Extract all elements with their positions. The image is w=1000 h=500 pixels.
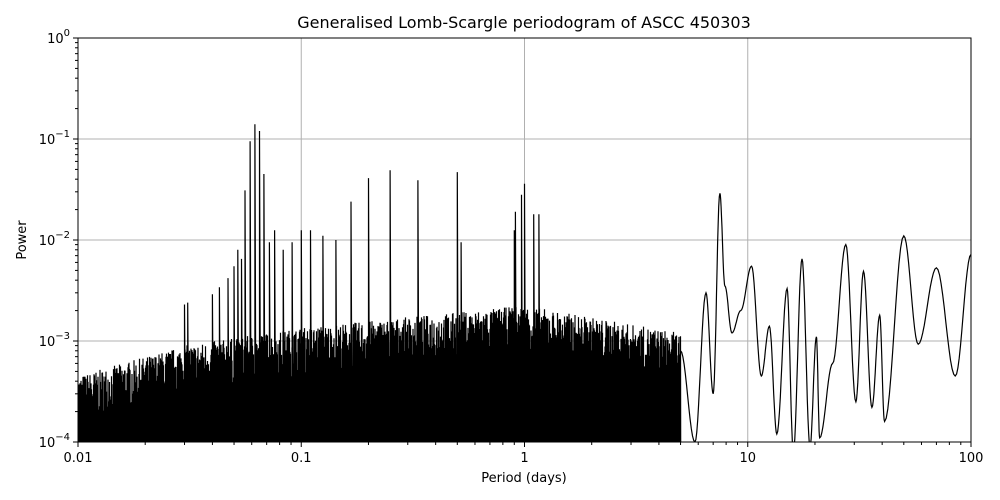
x-axis-label: Period (days) xyxy=(481,471,567,486)
periodogram-line xyxy=(78,124,971,442)
x-tick-label: 100 xyxy=(959,451,984,466)
y-tick-label: 10−1 xyxy=(39,129,70,148)
x-tick-label: 1 xyxy=(520,451,528,466)
y-tick-label: 10−2 xyxy=(39,230,70,249)
x-tick-label: 0.1 xyxy=(291,451,312,466)
x-tick-label: 10 xyxy=(739,451,756,466)
chart-title: Generalised Lomb-Scargle periodogram of … xyxy=(297,13,751,32)
y-tick-label: 10−3 xyxy=(39,331,70,350)
y-axis-label: Power xyxy=(15,220,30,260)
x-tick-label: 0.01 xyxy=(64,451,93,466)
y-tick-label: 10−4 xyxy=(39,432,70,451)
y-tick-label: 100 xyxy=(47,28,70,47)
axis-ticks: 0.01 0.1 1 10 100 10−4 10−3 10−2 10−1 100 xyxy=(39,28,984,466)
